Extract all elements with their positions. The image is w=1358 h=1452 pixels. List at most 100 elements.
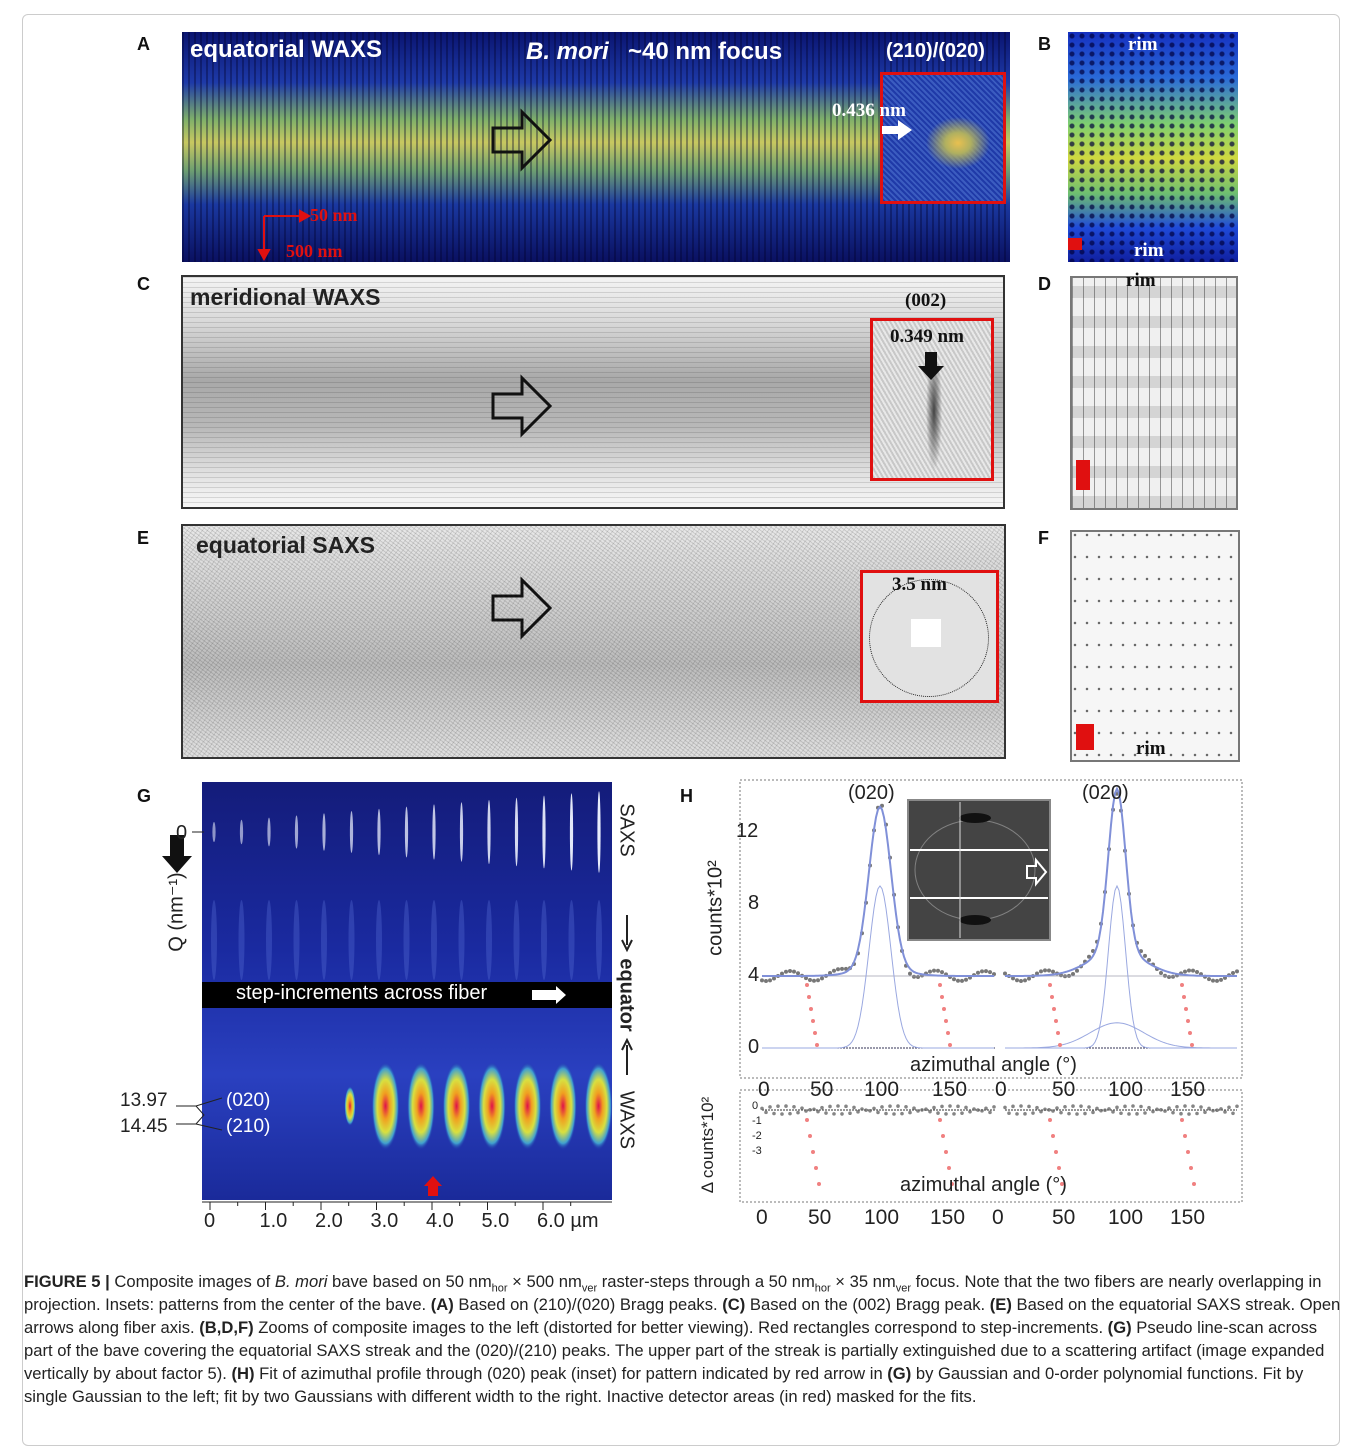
residual <box>1219 1107 1223 1111</box>
residual <box>980 1109 984 1113</box>
masked-residual <box>1057 1166 1061 1170</box>
masked-point <box>940 995 944 999</box>
caption-run: (E) <box>989 1295 1012 1314</box>
peak-label: (020) <box>1082 782 1129 804</box>
x-tick-label: 100 <box>864 1206 900 1229</box>
faint-streak <box>541 900 547 980</box>
masked-point <box>805 983 809 987</box>
spacing: 3.5 nm <box>892 574 947 595</box>
data-point <box>840 966 844 971</box>
data-point <box>952 977 956 982</box>
masked-residual <box>947 1166 951 1170</box>
masked-residual <box>950 1182 954 1186</box>
caption-run: × 500 nm <box>507 1272 582 1291</box>
residual <box>992 1105 996 1109</box>
residual <box>848 1111 852 1116</box>
residual <box>968 1110 972 1114</box>
data-point <box>844 966 848 971</box>
residual <box>1159 1107 1163 1112</box>
residual <box>852 1105 856 1110</box>
residual <box>1115 1105 1119 1110</box>
residual <box>1215 1108 1219 1113</box>
masked-point <box>1056 1031 1060 1035</box>
residual <box>1023 1112 1027 1116</box>
residual <box>960 1111 964 1115</box>
masked-residual <box>1183 1134 1187 1138</box>
caption-run: by Gaussian and 0-order polynomial funct… <box>24 1364 1304 1406</box>
x-tick-label: 1.0 <box>259 1210 288 1232</box>
data-point <box>1215 978 1219 983</box>
data-point <box>816 978 820 983</box>
data-point <box>964 977 968 982</box>
reflection: (210)/(020) <box>886 40 985 62</box>
masked-residual <box>1189 1166 1193 1170</box>
residual <box>1015 1112 1019 1116</box>
arrow <box>532 986 566 1004</box>
panel-b-image <box>1068 32 1238 262</box>
panel-label: B <box>1038 34 1051 54</box>
masked-residual <box>814 1166 818 1170</box>
waxs-peak <box>371 1062 400 1150</box>
residual <box>976 1108 980 1112</box>
masked-residual <box>817 1182 821 1186</box>
y-tick-label: 0 <box>748 1036 760 1058</box>
waxs-peak <box>442 1062 471 1150</box>
pointer <box>621 915 633 1075</box>
red-arrow <box>424 1176 442 1196</box>
waxs-peak <box>407 1062 435 1150</box>
data-point <box>1187 968 1191 973</box>
faint-streak <box>211 900 217 980</box>
waxs-peak <box>344 1086 356 1126</box>
data-point <box>796 971 800 976</box>
rim-label: rim <box>1134 240 1164 261</box>
waxs-peak <box>513 1062 542 1150</box>
panel-label: D <box>1038 274 1051 294</box>
x-tick-label: 0 <box>756 1206 768 1229</box>
saxs-streak <box>294 815 299 849</box>
data-point <box>956 978 960 983</box>
panel-label: F <box>1038 528 1049 548</box>
residual <box>864 1108 868 1112</box>
inset-spot <box>959 813 991 823</box>
peak-label: (020) <box>226 1090 271 1111</box>
axis-title: azimuthal angle (°) <box>910 1054 1077 1076</box>
saxs-streak <box>459 802 464 862</box>
data-point <box>984 969 988 974</box>
masked-point <box>1050 995 1054 999</box>
data-point <box>804 976 808 981</box>
faint-streak <box>513 900 520 980</box>
pointer <box>176 1097 223 1131</box>
data-point <box>1143 953 1147 958</box>
figure-frame <box>22 14 1340 1446</box>
residual <box>812 1107 816 1112</box>
masked-point <box>1054 1019 1058 1023</box>
residual <box>1199 1105 1203 1109</box>
residual <box>908 1110 912 1115</box>
masked-point <box>1186 1019 1190 1023</box>
masked-point <box>815 1043 819 1047</box>
data-point <box>1027 976 1031 981</box>
residual <box>932 1105 936 1110</box>
x-tick-label: 0 <box>204 1210 216 1232</box>
residual <box>1079 1104 1083 1108</box>
data-point <box>1191 968 1195 973</box>
data-point <box>1051 969 1055 974</box>
faint-streak <box>596 900 602 980</box>
residual <box>952 1112 956 1116</box>
saxs-streak <box>432 804 436 860</box>
residual <box>1179 1111 1183 1116</box>
x-tick-label: 100 <box>1108 1206 1144 1229</box>
panel-label: E <box>137 528 150 548</box>
saxs-streak <box>349 811 354 853</box>
residual <box>760 1106 764 1111</box>
fit <box>762 805 994 977</box>
data-point <box>936 968 940 973</box>
rim-label: rim <box>1126 270 1156 291</box>
focus: ~40 nm focus <box>628 38 783 65</box>
residual <box>944 1112 948 1116</box>
x-tick-label: 50 <box>1052 1206 1076 1229</box>
y-tick-label: 0 <box>752 1100 759 1112</box>
residual <box>1183 1104 1187 1108</box>
x-tick-label: 3.0 <box>370 1210 399 1232</box>
step-marker <box>1076 724 1094 750</box>
